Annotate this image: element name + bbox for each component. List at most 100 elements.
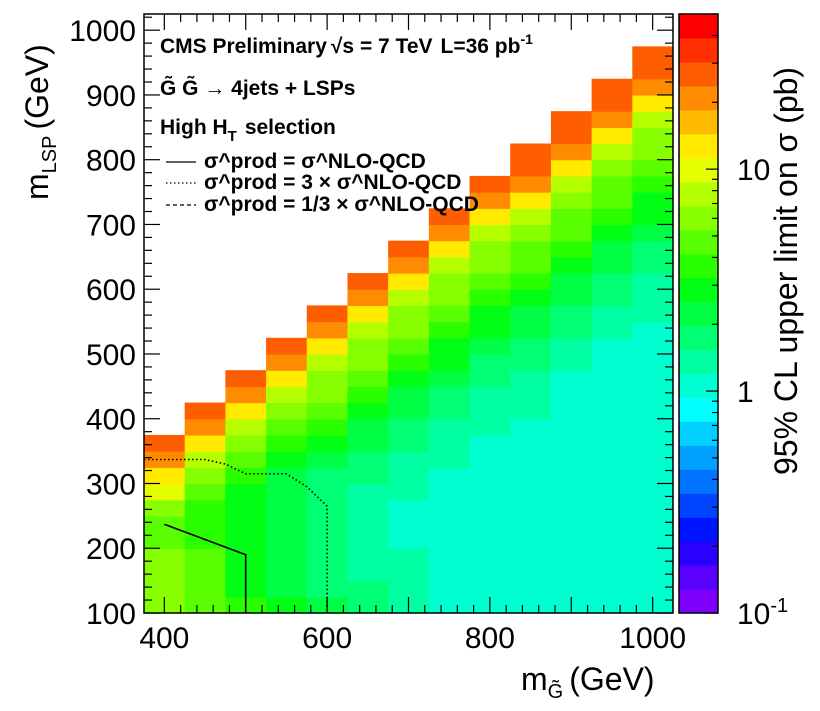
heatmap-cell <box>469 499 511 517</box>
heatmap-cell <box>388 240 430 258</box>
heatmap-cell <box>428 208 471 226</box>
heatmap-cell <box>347 321 389 339</box>
heatmap-cell <box>591 499 633 517</box>
heatmap-cell <box>550 580 593 598</box>
heatmap-cell <box>144 499 186 517</box>
heatmap-cell <box>550 305 593 323</box>
heatmap-cell <box>388 337 430 355</box>
heatmap-cell <box>510 289 552 307</box>
heatmap-cell <box>144 548 186 566</box>
heatmap-cell <box>347 418 389 436</box>
heatmap-cell <box>347 548 389 566</box>
heatmap-cell <box>591 386 633 404</box>
heatmap-cell <box>632 305 674 323</box>
x-axis-title: mG̃ (GeV) <box>521 661 655 703</box>
color-scale-frame <box>678 13 719 614</box>
heatmap-cell <box>428 289 471 307</box>
y-axis: 100 200 300 400 500 600 700 800 900 1000 <box>69 15 673 631</box>
heatmap-cell <box>306 402 349 420</box>
heatmap-cell <box>469 337 511 355</box>
process-label: G̃ G̃ → 4jets + LSPs <box>160 76 356 100</box>
heatmap-cell <box>591 256 633 274</box>
legend-solid-text: σ^prod = σ^NLO-QCD <box>204 150 426 173</box>
heatmap-cell <box>632 337 674 355</box>
heatmap-cell <box>591 111 633 128</box>
heatmap-cell <box>225 467 267 485</box>
heatmap-cell <box>591 289 633 307</box>
heatmap-cell <box>510 386 552 404</box>
color-scale-band <box>679 157 718 183</box>
heatmap-cell <box>266 434 308 452</box>
heatmap-cell <box>550 175 593 193</box>
heatmap-cell <box>225 483 267 501</box>
heatmap-cell <box>428 451 471 468</box>
color-scale-band <box>679 277 718 303</box>
heatmap-cell <box>266 402 308 420</box>
heatmap-cell <box>550 111 593 128</box>
heatmap-cell <box>550 386 593 404</box>
y-tick-label: 300 <box>86 468 136 501</box>
heatmap-cell <box>266 596 308 614</box>
y-tick-label: 200 <box>86 533 136 566</box>
y-tick-label: 1000 <box>69 15 136 48</box>
heatmap-cell <box>144 467 186 485</box>
heatmap-cell <box>591 224 633 242</box>
heatmap-cell <box>469 548 511 566</box>
heatmap-cell <box>144 483 186 501</box>
heatmap-cell <box>469 353 511 371</box>
heatmap-cell <box>306 434 349 452</box>
heatmap-cell <box>510 143 552 161</box>
color-scale-band <box>679 541 718 566</box>
heatmap-cell <box>266 337 308 355</box>
heatmap-cell <box>184 564 226 582</box>
heatmap-cell <box>550 370 593 387</box>
heatmap-cell <box>266 451 308 468</box>
color-scale-band <box>679 469 718 494</box>
heatmap-cell <box>388 289 430 307</box>
heatmap-cell <box>469 402 511 420</box>
color-scale-band <box>679 517 718 542</box>
heatmap-cell <box>632 127 674 145</box>
heatmap-cell <box>225 370 267 387</box>
heatmap-cell <box>550 127 593 145</box>
z-tick-label: 1 <box>737 376 754 409</box>
heatmap-cell <box>306 305 349 323</box>
heatmap-cell <box>591 532 633 549</box>
heatmap-cell <box>184 467 226 485</box>
heatmap-cell <box>632 580 674 598</box>
heatmap-cell <box>632 467 674 485</box>
heatmap-cell <box>510 418 552 436</box>
heatmap-cell <box>550 273 593 290</box>
heatmap-cell <box>225 402 267 420</box>
heatmap-cell <box>550 402 593 420</box>
heatmap-cell <box>266 483 308 501</box>
heatmap-cell <box>632 483 674 501</box>
heatmap-cell <box>632 353 674 371</box>
heatmap-cell <box>632 564 674 582</box>
heatmap-cell <box>428 370 471 387</box>
x-tick-label: 600 <box>302 622 352 655</box>
heatmap-cell <box>510 192 552 209</box>
heatmap-cell <box>550 353 593 371</box>
heatmap-cell <box>550 289 593 307</box>
z-axis-title: 95% CL upper limit on σ (pb) <box>768 67 804 475</box>
heatmap-cell <box>428 418 471 436</box>
heatmap-cell <box>144 580 186 598</box>
y-tick-label: 400 <box>86 404 136 437</box>
heatmap-cell <box>225 434 267 452</box>
heatmap-cell <box>388 451 430 468</box>
heatmap-cell <box>388 418 430 436</box>
heatmap-cell <box>632 499 674 517</box>
heatmap-cell <box>266 418 308 436</box>
heatmap-cell <box>225 499 267 517</box>
heatmap-cell <box>225 451 267 468</box>
heatmap-cell <box>510 337 552 355</box>
y-tick-label: 800 <box>86 145 136 178</box>
heatmap-cell <box>347 564 389 582</box>
color-scale-band <box>679 253 718 279</box>
legend: σ^prod = σ^NLO-QCD σ^prod = 3 × σ^NLO-QC… <box>166 150 479 216</box>
heatmap-cell <box>347 434 389 452</box>
heatmap-cell <box>306 515 349 533</box>
heatmap-cell <box>550 240 593 258</box>
heatmap-cell <box>469 386 511 404</box>
